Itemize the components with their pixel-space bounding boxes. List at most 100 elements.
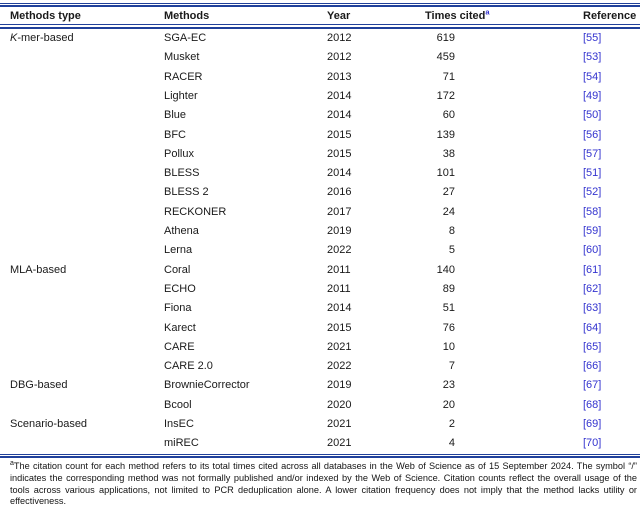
cell-method-name: Coral <box>164 263 191 276</box>
cell-year: 2020 <box>327 398 352 411</box>
cell-method-name: BrownieCorrector <box>164 379 250 392</box>
reference-link[interactable]: [59] <box>583 225 602 238</box>
reference-link[interactable]: [58] <box>583 205 602 218</box>
cell-method-name: Musket <box>164 51 200 64</box>
reference-link[interactable]: [49] <box>583 89 602 102</box>
times-cited-value: 8 <box>448 225 455 238</box>
table-row: Bcool 2020 20 [68] <box>10 396 638 415</box>
cell-times-cited: 27 <box>425 183 583 202</box>
cell-year: 2016 <box>327 186 352 199</box>
reference-link[interactable]: [52] <box>583 186 602 199</box>
reference-link[interactable]: [64] <box>583 321 602 334</box>
cell-times-cited: 23 <box>425 376 583 395</box>
cell-methods-type <box>10 126 164 145</box>
table-row: Athena 2019 8 [59] <box>10 222 638 241</box>
times-cited-value: 24 <box>442 205 455 218</box>
cell-reference: [65] <box>583 338 638 357</box>
methods-type-italic-prefix: K <box>10 32 18 45</box>
reference-link[interactable]: [70] <box>583 437 602 450</box>
cell-method-name: BLESS <box>164 167 200 180</box>
reference-link[interactable]: [60] <box>583 244 602 257</box>
reference-link[interactable]: [65] <box>583 340 602 353</box>
cell-reference: [70] <box>583 434 638 453</box>
cell-reference: [59] <box>583 222 638 241</box>
col-header-methods-type: Methods type <box>10 9 81 22</box>
cell-methods-type <box>10 203 164 222</box>
col-header-year: Year <box>327 9 351 22</box>
cell-method-name: Athena <box>164 225 199 238</box>
cell-times-cited: 2 <box>425 415 583 434</box>
cell-year: 2015 <box>327 147 352 160</box>
cell-method-name: InsEC <box>164 418 194 431</box>
cell-methods-type <box>10 338 164 357</box>
cell-reference: [53] <box>583 48 638 67</box>
times-cited-value: 140 <box>436 263 455 276</box>
table-row: ECHO 2011 89 [62] <box>10 280 638 299</box>
cell-times-cited: 10 <box>425 338 583 357</box>
footnote-marker: a <box>10 460 14 468</box>
cell-reference: [56] <box>583 126 638 145</box>
reference-link[interactable]: [51] <box>583 167 602 180</box>
cell-methods-type <box>10 357 164 376</box>
cell-method-name: Lighter <box>164 89 198 102</box>
cell-times-cited: 8 <box>425 222 583 241</box>
cell-times-cited: 101 <box>425 164 583 183</box>
footnote-marker-link[interactable]: a <box>485 7 490 17</box>
times-cited-value: 459 <box>436 51 455 64</box>
cell-reference: [49] <box>583 87 638 106</box>
reference-link[interactable]: [68] <box>583 398 602 411</box>
col-header-reference: Reference <box>583 9 637 22</box>
cell-reference: [57] <box>583 145 638 164</box>
col-header-methods: Methods <box>164 9 210 22</box>
col-header-times-cited: Times citeda <box>425 7 583 22</box>
table-row: DBG-based BrownieCorrector 2019 23 [67] <box>10 376 638 395</box>
cell-times-cited: 76 <box>425 319 583 338</box>
table-row: BLESS 2014 101 [51] <box>10 164 638 183</box>
cell-method-name: ECHO <box>164 282 196 295</box>
cell-times-cited: 140 <box>425 261 583 280</box>
cell-times-cited: 60 <box>425 106 583 125</box>
reference-link[interactable]: [67] <box>583 379 602 392</box>
cell-times-cited: 24 <box>425 203 583 222</box>
cell-times-cited: 4 <box>425 434 583 453</box>
cell-method-name: Blue <box>164 109 187 122</box>
times-cited-value: 10 <box>442 340 455 353</box>
table-row: Blue 2014 60 [50] <box>10 106 638 125</box>
table-footnote: aThe citation count for each method refe… <box>10 460 638 507</box>
cell-year: 2017 <box>327 205 352 218</box>
cell-times-cited: 38 <box>425 145 583 164</box>
reference-link[interactable]: [54] <box>583 70 602 83</box>
reference-link[interactable]: [61] <box>583 263 602 276</box>
cell-method-name: CARE <box>164 340 195 353</box>
reference-link[interactable]: [56] <box>583 128 602 141</box>
cell-year: 2013 <box>327 70 352 83</box>
cell-reference: [52] <box>583 183 638 202</box>
reference-link[interactable]: [66] <box>583 360 602 373</box>
table-row: Scenario-based InsEC 2021 2 [69] <box>10 415 638 434</box>
reference-link[interactable]: [50] <box>583 109 602 122</box>
cell-year: 2014 <box>327 109 352 122</box>
times-cited-value: 38 <box>442 147 455 160</box>
cell-methods-type <box>10 280 164 299</box>
times-cited-value: 76 <box>442 321 455 334</box>
cell-methods-type <box>10 241 164 260</box>
cell-year: 2021 <box>327 437 352 450</box>
reference-link[interactable]: [53] <box>583 51 602 64</box>
table-row: K-mer-based SGA-EC 2012 619 [55] <box>10 29 638 48</box>
cell-year: 2012 <box>327 51 352 64</box>
cell-times-cited: 139 <box>425 126 583 145</box>
cell-times-cited: 5 <box>425 241 583 260</box>
header-rule-thin <box>0 24 640 26</box>
reference-link[interactable]: [55] <box>583 32 602 45</box>
times-cited-value: 139 <box>436 128 455 141</box>
reference-link[interactable]: [63] <box>583 302 602 315</box>
cell-year: 2021 <box>327 418 352 431</box>
times-cited-value: 619 <box>436 32 455 45</box>
cell-year: 2021 <box>327 340 352 353</box>
reference-link[interactable]: [57] <box>583 147 602 160</box>
cell-reference: [69] <box>583 415 638 434</box>
cell-reference: [68] <box>583 396 638 415</box>
reference-link[interactable]: [62] <box>583 282 602 295</box>
reference-link[interactable]: [69] <box>583 418 602 431</box>
